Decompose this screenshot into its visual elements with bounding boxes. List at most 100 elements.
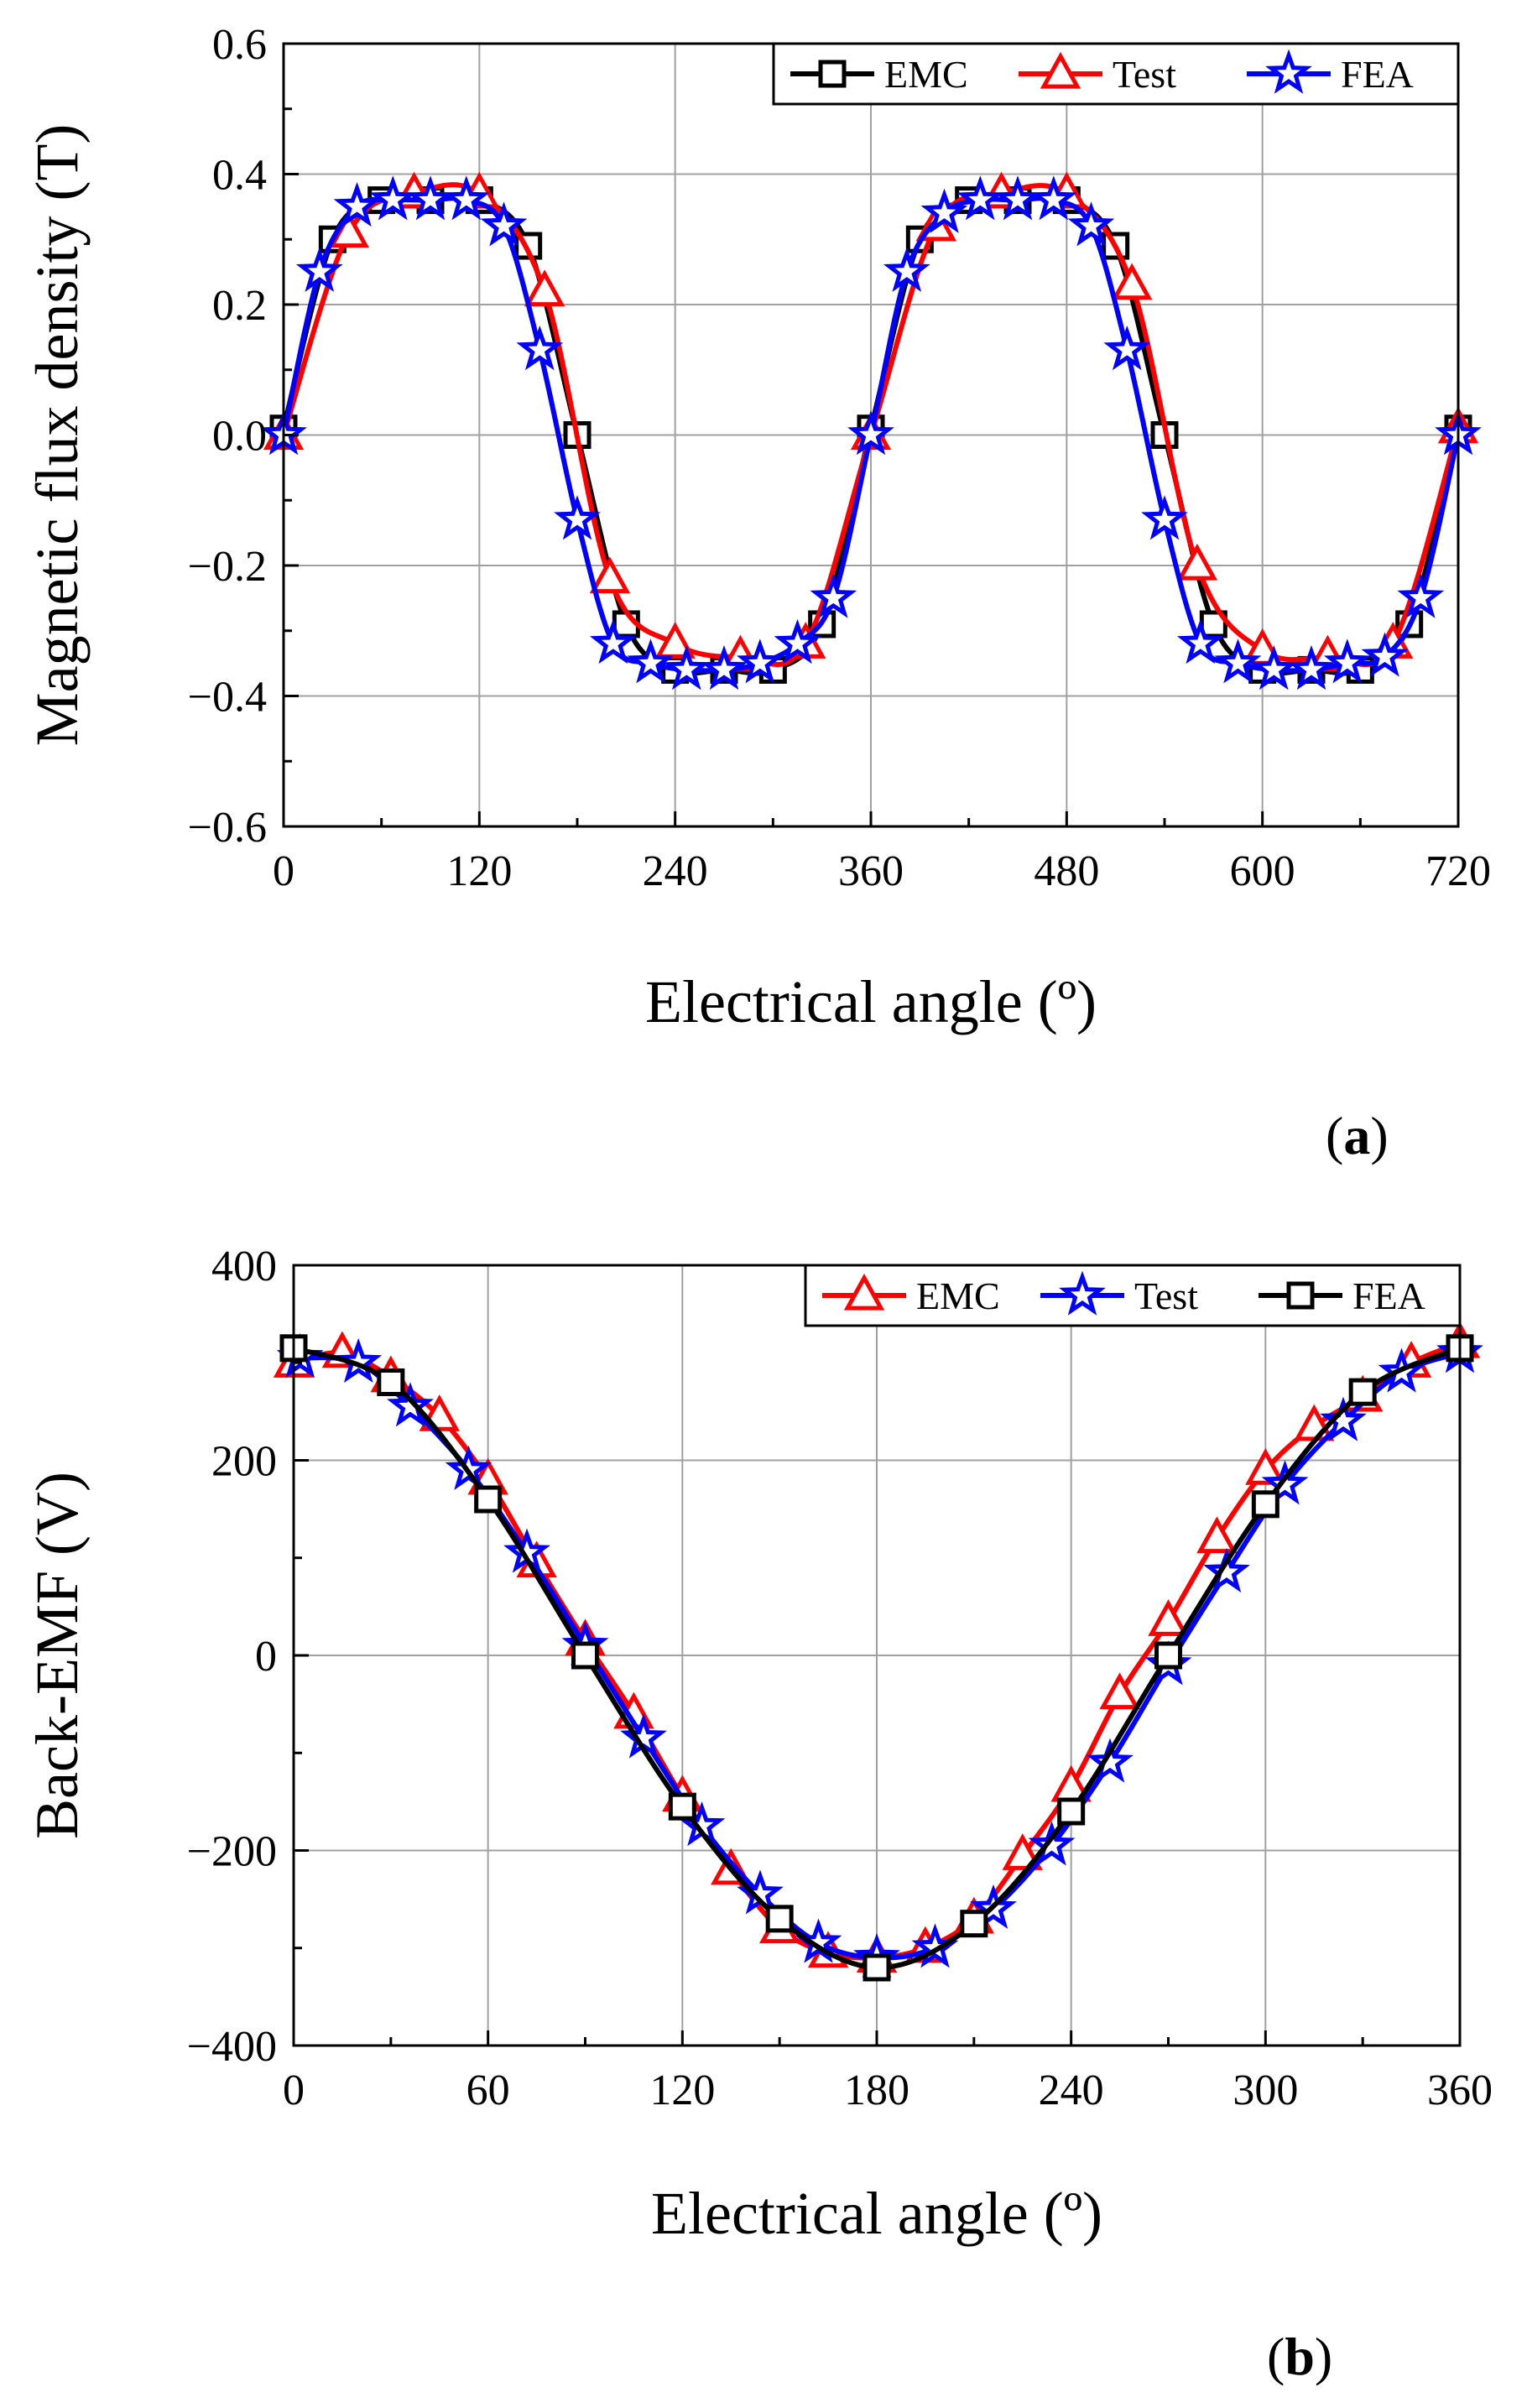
x-tick-label: 360 xyxy=(838,847,904,895)
data-point-fea xyxy=(663,645,711,691)
chart-panel-a: 0 120 240 360 480 600 720 −0.6 −0.4 −0.2 0.0 0.2 0.4… xyxy=(23,21,1491,1165)
legend-label: Test xyxy=(1134,1274,1198,1317)
y-tick-label: 400 xyxy=(211,1243,277,1290)
panel-label-close: ) xyxy=(1370,1106,1388,1165)
data-point-emc xyxy=(1148,1599,1189,1636)
x-tick-label: 120 xyxy=(446,847,512,895)
x-tick-label: 60 xyxy=(466,2067,510,2114)
data-point-fea xyxy=(1348,1378,1377,1406)
legend-marker-star xyxy=(1265,49,1312,94)
data-point-test xyxy=(335,1337,383,1383)
x-tick-label: 240 xyxy=(643,847,708,895)
legend-label: EMC xyxy=(916,1274,1000,1317)
y-tick-label: −0.4 xyxy=(188,674,267,722)
legend-label: Test xyxy=(1113,53,1176,96)
data-point-fea xyxy=(377,1368,405,1396)
legend-item-emc: EMC xyxy=(822,1273,1000,1317)
data-point-test xyxy=(1203,1547,1250,1592)
panel-label-letter: a xyxy=(1343,1106,1370,1165)
data-point-fea xyxy=(480,201,528,247)
data-point-fea xyxy=(627,638,675,684)
data-point-fea xyxy=(295,247,343,292)
data-point-fea xyxy=(1214,638,1262,684)
legend-label: EMC xyxy=(884,53,968,96)
grid xyxy=(284,44,1458,826)
legend-label: FEA xyxy=(1341,53,1414,96)
data-point-fea xyxy=(960,1910,988,1938)
x-tick-label: 0 xyxy=(273,847,294,895)
data-point-test xyxy=(1320,1396,1367,1441)
panel-label-open: ( xyxy=(1326,1106,1343,1165)
y-tick-label: 0.2 xyxy=(212,282,267,330)
data-point-test xyxy=(1111,263,1153,300)
data-point-fea xyxy=(333,182,381,227)
data-point-fea xyxy=(863,1953,891,1982)
panel-label-letter: b xyxy=(1285,2327,1315,2386)
data-point-fea xyxy=(920,188,968,233)
data-point-fea xyxy=(1103,326,1151,371)
data-point-fea xyxy=(1029,175,1077,221)
data-point-test xyxy=(524,269,565,307)
data-point-fea xyxy=(994,175,1041,221)
panel-label-open: ( xyxy=(1267,2327,1285,2386)
y-tick-label: 0.4 xyxy=(212,152,267,200)
series-fea xyxy=(279,1334,1474,1982)
legend-box xyxy=(804,1264,1462,1327)
data-point-fea xyxy=(407,175,454,221)
grid xyxy=(294,1265,1460,2046)
legend: EMC Test FEA xyxy=(804,1264,1462,1327)
legend-marker-square xyxy=(1286,1281,1315,1310)
data-point-test xyxy=(1028,1821,1076,1866)
data-point-fea xyxy=(516,326,564,371)
data-point-fea xyxy=(554,495,601,540)
legend: EMC Test FEA xyxy=(772,42,1460,106)
legend-label: FEA xyxy=(1352,1274,1425,1317)
data-point-fea xyxy=(1288,645,1335,691)
data-point-fea xyxy=(442,175,490,221)
y-tick-label: −0.6 xyxy=(188,804,267,852)
legend-box xyxy=(772,42,1460,106)
data-point-fea xyxy=(1323,638,1371,684)
y-tick-label: 0 xyxy=(255,1633,277,1681)
axis-ticks: 0 60 120 180 240 300 360 −400 −200 0 200 400 xyxy=(187,1243,1493,2114)
panel-label: (a) xyxy=(1326,1106,1389,1165)
data-point-fea xyxy=(774,618,821,665)
series-fea xyxy=(260,175,1482,691)
legend-item-fea: FEA xyxy=(1259,1274,1425,1317)
data-point-fea xyxy=(736,638,784,684)
data-point-fea xyxy=(571,1641,599,1670)
data-point-fea xyxy=(589,618,637,665)
chart-panel-b: 0 60 120 180 240 300 360 −400 −200 0 200 400 Electri… xyxy=(23,1243,1493,2386)
x-tick-label: 180 xyxy=(844,2067,909,2114)
data-point-fea xyxy=(1397,573,1445,618)
legend-item-fea: FEA xyxy=(1247,49,1414,96)
axis-ticks: 0 120 240 360 480 600 720 −0.6 −0.4 −0.2 0.0 0.2 0.4… xyxy=(188,21,1491,895)
y-tick-label: 0.0 xyxy=(212,413,267,461)
x-axis-title: Electrical angle (º) xyxy=(651,2180,1102,2247)
x-tick-label: 300 xyxy=(1233,2067,1298,2114)
data-point-fea xyxy=(765,1905,794,1933)
y-tick-label: −200 xyxy=(187,1828,277,1876)
data-point-emc xyxy=(1099,1672,1140,1710)
y-tick-label: 200 xyxy=(211,1438,277,1486)
x-tick-label: 720 xyxy=(1425,847,1491,895)
data-point-test xyxy=(1087,1738,1134,1783)
data-point-fea xyxy=(956,175,1004,221)
legend-marker-square xyxy=(818,60,847,88)
x-tick-label: 600 xyxy=(1230,847,1295,895)
data-point-fea xyxy=(1067,201,1115,247)
data-point-fea xyxy=(1154,1641,1182,1670)
data-point-test xyxy=(1176,543,1218,581)
y-tick-label: 0.6 xyxy=(212,21,267,69)
data-point-fea xyxy=(1176,618,1224,665)
data-point-fea xyxy=(701,645,748,691)
y-tick-label: −0.2 xyxy=(188,543,267,591)
data-point-fea xyxy=(1057,1797,1086,1826)
x-tick-label: 0 xyxy=(283,2067,305,2114)
x-axis-title: Electrical angle (º) xyxy=(645,968,1097,1035)
series-test xyxy=(276,1328,1483,1978)
x-tick-label: 360 xyxy=(1427,2067,1493,2114)
data-point-test xyxy=(1261,1460,1309,1505)
data-point-fea xyxy=(1251,1490,1279,1519)
